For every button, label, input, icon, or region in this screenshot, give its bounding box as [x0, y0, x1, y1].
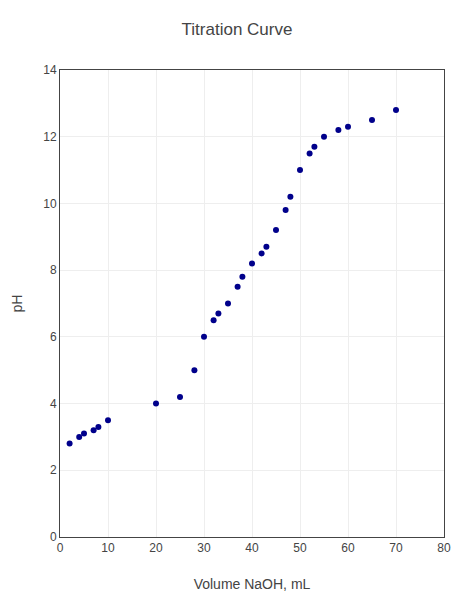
- svg-text:0: 0: [57, 541, 64, 555]
- svg-text:8: 8: [50, 263, 57, 277]
- svg-text:50: 50: [293, 541, 307, 555]
- svg-text:30: 30: [197, 541, 211, 555]
- svg-text:Titration Curve: Titration Curve: [182, 20, 293, 39]
- svg-text:60: 60: [341, 541, 355, 555]
- svg-text:0: 0: [50, 530, 57, 544]
- svg-text:10: 10: [43, 197, 57, 211]
- svg-text:14: 14: [43, 63, 57, 77]
- svg-text:6: 6: [50, 330, 57, 344]
- svg-text:12: 12: [43, 130, 57, 144]
- svg-text:pH: pH: [9, 295, 25, 313]
- svg-text:2: 2: [50, 463, 57, 477]
- svg-text:80: 80: [437, 541, 451, 555]
- svg-text:10: 10: [101, 541, 115, 555]
- svg-text:Volume NaOH, mL: Volume NaOH, mL: [194, 576, 311, 592]
- svg-text:70: 70: [389, 541, 403, 555]
- svg-text:4: 4: [50, 397, 57, 411]
- svg-text:40: 40: [245, 541, 259, 555]
- svg-text:20: 20: [149, 541, 163, 555]
